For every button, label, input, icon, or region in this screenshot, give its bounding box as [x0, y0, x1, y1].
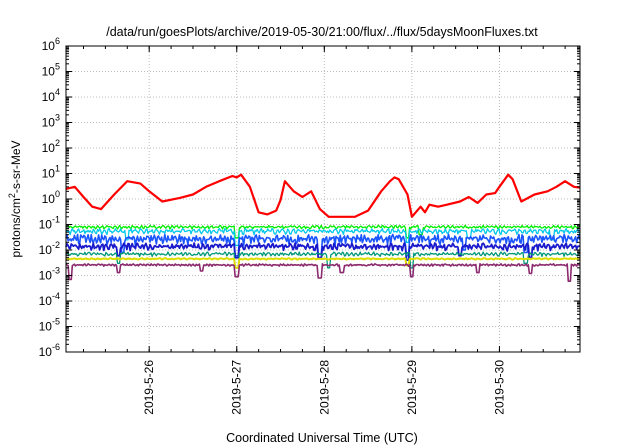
y-tick-label: 10-2	[39, 240, 60, 257]
y-tick-label: 100	[42, 189, 60, 206]
y-tick-label: 106	[42, 36, 60, 53]
chart-title: /data/run/goesPlots/archive/2019-05-30/2…	[106, 25, 538, 39]
y-tick-label: 104	[42, 87, 60, 104]
series-line	[65, 263, 580, 282]
y-axis-label-rest: -s-sr-MeV	[9, 140, 23, 193]
series-line	[65, 173, 581, 218]
series-line	[65, 233, 581, 257]
series-line	[65, 242, 580, 261]
series-line	[65, 227, 581, 247]
y-tick-label: 10-1	[39, 215, 60, 232]
series-line	[65, 224, 581, 239]
y-tick-label: 10-4	[39, 291, 60, 308]
series-group	[65, 173, 581, 282]
y-tick-label: 10-5	[39, 317, 60, 334]
y-tick-label: 103	[42, 113, 60, 130]
y-axis: 10-6 10-5 10-4 10-3 10-2 10-1 100 101 102 103 104 1…	[39, 36, 580, 359]
y-axis-label-base: protons/cm	[9, 198, 23, 257]
y-tick-label: 10-3	[39, 266, 60, 283]
grid	[66, 46, 580, 352]
y-axis-label-sup: 2	[7, 193, 17, 198]
x-axis-label: Coordinated Universal Time (UTC)	[226, 431, 418, 445]
y-tick-label: 105	[42, 62, 60, 79]
series-line	[65, 251, 581, 269]
y-tick-label: 101	[42, 164, 60, 181]
y-tick-label: 10-6	[39, 342, 60, 359]
plot-frame	[65, 45, 581, 353]
x-tick-label: 2019-5-26	[142, 360, 156, 415]
x-tick-label: 2019-5-29	[405, 360, 419, 415]
series-line	[65, 257, 581, 269]
y-tick-label: 102	[42, 138, 60, 155]
x-tick-label: 2019-5-27	[230, 360, 244, 415]
x-axis: 2019-5-26 2019-5-27 2019-5-28 2019-5-29 2019…	[83, 46, 566, 415]
x-tick-label: 2019-5-30	[492, 360, 506, 415]
x-tick-label: 2019-5-28	[317, 360, 331, 415]
y-axis-label: protons/cm2-s-sr-MeV	[7, 140, 23, 257]
